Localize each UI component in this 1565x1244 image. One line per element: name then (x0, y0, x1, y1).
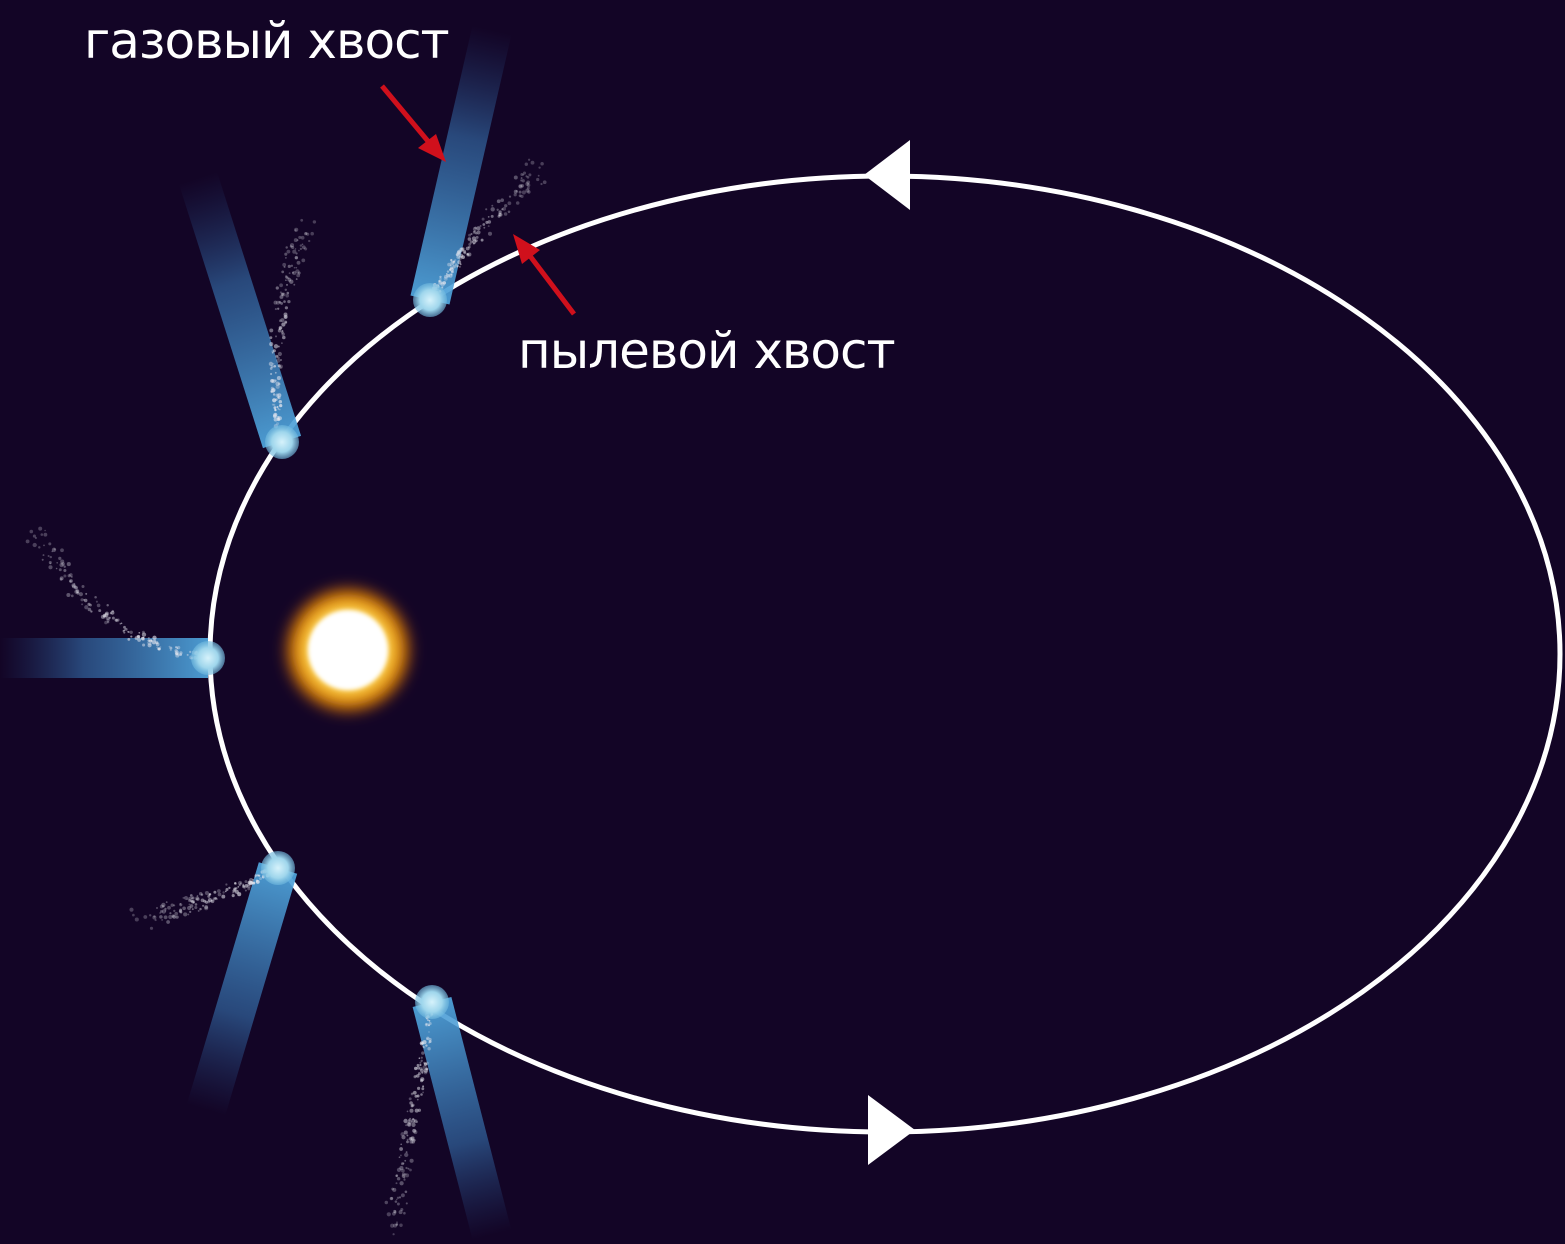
dust-tail-label: пылевой хвост (518, 322, 896, 380)
sun (280, 582, 416, 718)
gas-tail (186, 862, 298, 1116)
orbit-direction-arrow-bottom (868, 1095, 915, 1165)
comet-5 (384, 985, 512, 1240)
comets-group (0, 25, 547, 1240)
dust-tail (384, 1001, 435, 1236)
dust-tail (268, 218, 317, 443)
comet-nucleus (413, 283, 447, 317)
gas-tail (412, 997, 512, 1240)
dust-tail-pointer-arrow (513, 234, 576, 316)
comet-nucleus (261, 851, 295, 885)
comet-3 (0, 526, 225, 678)
gas-tail (410, 25, 512, 305)
comet-4 (129, 851, 298, 1116)
orbit-direction-arrow-top (864, 140, 910, 210)
gas-tail (178, 171, 302, 449)
comet-1 (410, 25, 547, 317)
comet-nucleus (415, 985, 449, 1019)
comet-nucleus (191, 641, 225, 675)
comet-nucleus (265, 425, 299, 459)
gas-tail (0, 638, 208, 678)
gas-tail-label: газовый хвост (84, 12, 450, 70)
comet-2 (178, 171, 317, 459)
gas-tail-pointer-arrow (380, 84, 446, 162)
